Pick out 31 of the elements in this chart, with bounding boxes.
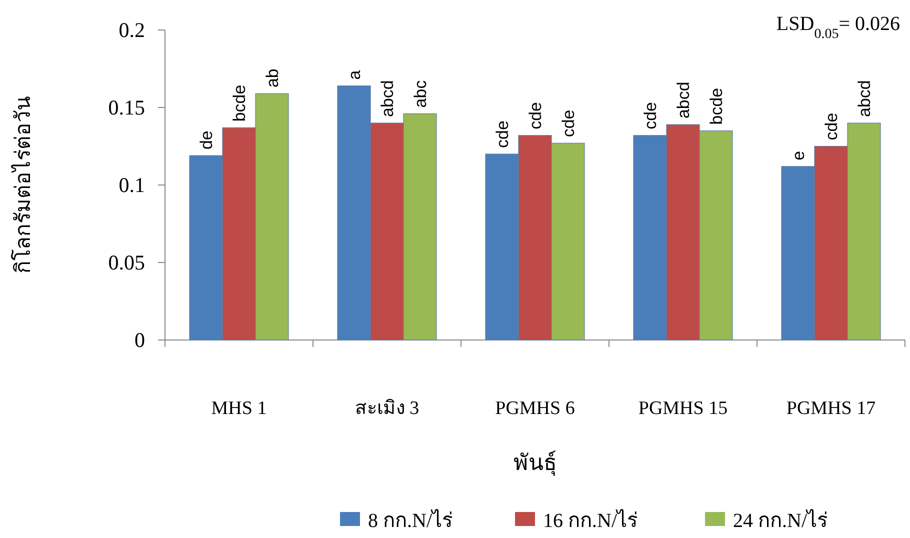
- annotation: LSD$_{0.05}$= 0.026: [776, 13, 900, 42]
- data-label: cde: [526, 102, 545, 130]
- data-label: cde: [822, 112, 841, 140]
- data-label: a: [345, 70, 364, 80]
- data-label: e: [789, 150, 808, 160]
- y-tick-label: 0.2: [118, 18, 145, 42]
- y-tick-label: 0.15: [108, 96, 145, 120]
- y-axis-title: กิโลกรัมต่อไร่ต่อวัน: [11, 96, 35, 274]
- x-axis-title: พันธุ์: [514, 450, 556, 476]
- data-label: bcde: [707, 88, 726, 125]
- legend-label: 16 กก.N/ไร่: [543, 509, 638, 532]
- x-tick-label: PGMHS 15: [638, 398, 728, 419]
- x-tick-label: สะเมิง 3: [354, 398, 420, 419]
- data-label: abcd: [674, 82, 693, 119]
- data-label: cde: [559, 110, 578, 138]
- legend-label: 24 กก.N/ไร่: [733, 509, 828, 532]
- data-label: cde: [493, 120, 512, 148]
- y-tick-label: 0.05: [108, 250, 145, 274]
- data-label: cde: [641, 102, 660, 130]
- y-tick-label: 0: [134, 328, 145, 352]
- data-label: de: [197, 130, 216, 150]
- data-label: abcd: [855, 80, 874, 117]
- data-label: bcde: [230, 84, 249, 122]
- data-label: abc: [411, 80, 430, 108]
- x-tick-label: PGMHS 6: [495, 398, 575, 419]
- x-tick-label: PGMHS 17: [786, 398, 876, 419]
- data-label: ab: [263, 68, 282, 88]
- x-tick-label: MHS 1: [211, 398, 267, 419]
- y-tick-label: 0.1: [118, 173, 145, 197]
- data-label: abcd: [378, 80, 397, 117]
- legend-label: 8 กก.N/ไร่: [368, 509, 453, 532]
